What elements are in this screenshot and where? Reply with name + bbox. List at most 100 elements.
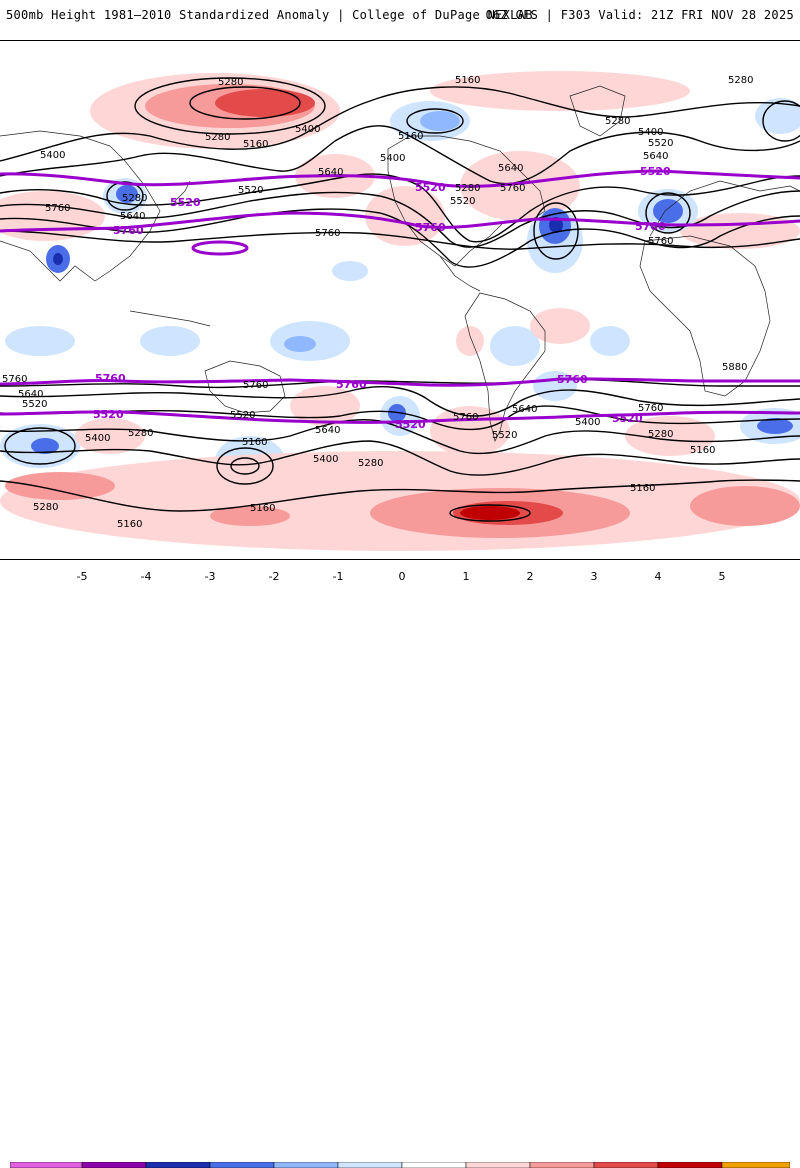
scale-tick-label: -4	[140, 570, 152, 583]
colorbar-segment	[337, 1162, 403, 1168]
scale-tick-label: 5	[718, 570, 726, 583]
label-5520-sh-4: 5520	[492, 430, 517, 441]
label-5400-atlantic: 5400	[638, 127, 663, 138]
label-5760-asia: 5760	[45, 203, 70, 214]
anomaly-pos-antarctic-6	[690, 486, 800, 526]
contour-low-ne-eurasia	[762, 100, 800, 142]
label-5760-sh-2: 5760	[243, 380, 268, 391]
contour-low-npac-inner	[189, 86, 301, 120]
map-header: 500mb Height 1981–2010 Standardized Anom…	[0, 0, 800, 30]
contour-5400-south	[0, 418, 800, 455]
label-5520-sh-west: 5520	[22, 399, 47, 410]
anomaly-neg-eastus-max	[549, 217, 563, 233]
label-5520-sh-2: 5520	[230, 410, 255, 421]
hl-5760-asia: 5760	[113, 224, 144, 237]
highlight-5520-south	[0, 410, 800, 424]
anomaly-neg-atlantic-core	[653, 199, 683, 223]
anomaly-neg-tropics-6	[590, 326, 630, 356]
contour-5280-south	[0, 440, 800, 476]
label-5760-npac: 5760	[315, 228, 340, 239]
anomaly-neg-tropics-4	[5, 326, 75, 356]
highlight-5760-north	[0, 211, 800, 233]
anomaly-neg-siberia-core	[116, 185, 138, 203]
label-5280-sh-5: 5280	[648, 429, 673, 440]
coastline-africa	[639, 235, 771, 397]
highlight-labels: 5520 5520 5520 5760 5760 5760 5760 5760 …	[93, 165, 671, 431]
scale-tick-label: -1	[332, 570, 344, 583]
label-5760-sh-4: 5760	[453, 412, 478, 423]
label-5520-npac: 5520	[238, 185, 263, 196]
label-5640-sh-3: 5640	[315, 425, 340, 436]
colorbar-segment	[81, 1162, 147, 1168]
coastline-europe	[649, 180, 800, 237]
label-5160-sh-2: 5160	[242, 437, 267, 448]
anomaly-neg-india-max	[53, 253, 63, 265]
scale-tick-label: 1	[462, 570, 470, 583]
contour-low-sh-2	[216, 447, 274, 485]
height-contours	[0, 77, 800, 522]
hl-5520-us: 5520	[415, 181, 446, 194]
highlight-5520-north	[0, 169, 800, 188]
label-5280-ne: 5280	[728, 75, 753, 86]
anomaly-pos-sh-3	[625, 416, 715, 456]
anomaly-pos-tropics-2	[456, 326, 484, 356]
label-5640-atlantic: 5640	[643, 151, 668, 162]
label-5760-sh-west: 5760	[2, 374, 27, 385]
highlight-contours	[0, 169, 800, 424]
label-5400-sh-3: 5400	[313, 454, 338, 465]
label-5400-npac: 5400	[295, 124, 320, 135]
label-5640-npac: 5640	[318, 167, 343, 178]
anomaly-pos-antarctic-5	[5, 472, 115, 500]
label-5160-sh-5: 5160	[690, 445, 715, 456]
contour-labels: 5280 5160 5280 5280 5400 5520 5640 5280 …	[2, 75, 753, 530]
label-5640-canada: 5640	[498, 163, 523, 174]
hl-5520-atl: 5520	[640, 165, 671, 178]
scale-tick-label: -2	[268, 570, 280, 583]
anomaly-pos-westus	[365, 186, 445, 246]
hl-5760-sh-2: 5760	[336, 378, 367, 391]
highlight-5760-south	[0, 377, 800, 387]
anomaly-pos-sh-4	[75, 418, 145, 454]
scale-tick-label: -5	[76, 570, 88, 583]
contour-5400-north	[0, 173, 800, 243]
hl-5760-atl: 5760	[635, 220, 666, 233]
contour-low-atlantic	[645, 192, 691, 234]
contour-low-alaska	[406, 108, 464, 134]
colorbar-segment	[10, 1162, 83, 1168]
anomaly-pos-tropics-1	[530, 308, 590, 344]
label-5160-npac: 5160	[243, 139, 268, 150]
contour-low-sh-2-inner	[230, 457, 260, 475]
hl-5760-sh-3: 5760	[557, 373, 588, 386]
anomaly-neg-ne-eurasia	[755, 98, 800, 134]
anomaly-pos-antarctic-4	[460, 506, 520, 520]
anomaly-neg-sh-1-core	[31, 438, 59, 454]
contour-low-siberia	[106, 181, 144, 211]
contour-5160-south	[0, 479, 800, 512]
label-5160-alaska: 5160	[398, 131, 423, 142]
contour-5640-south	[0, 386, 800, 417]
label-5640-sh-4: 5640	[512, 404, 537, 415]
label-5760-canada: 5760	[500, 183, 525, 194]
anomaly-neg-alaska-core	[420, 111, 460, 131]
model-run-info: 06Z GFS | F303 Valid: 21Z FRI NOV 28 202…	[485, 8, 794, 22]
label-5400-sh-1: 5400	[85, 433, 110, 444]
label-5280-sh-6: 5280	[33, 502, 58, 513]
anomaly-neg-tropics-5	[490, 326, 540, 366]
colorbar-segment	[465, 1162, 531, 1168]
hl-5760-sh-1: 5760	[95, 372, 126, 385]
contour-5640-north	[0, 208, 800, 268]
anomaly-pos-eurasia	[680, 213, 800, 249]
anomaly-neg-tropics-7	[332, 261, 368, 281]
scale-tick-label: 3	[590, 570, 598, 583]
label-5160-arctic: 5160	[455, 75, 480, 86]
contour-5160-north	[0, 86, 800, 162]
scale-tick-label: 2	[526, 570, 534, 583]
anomaly-map: 5280 5160 5280 5280 5400 5520 5640 5280 …	[0, 40, 800, 560]
label-5280-sh-1: 5280	[128, 428, 153, 439]
colorbar-segment	[273, 1162, 339, 1168]
colorbar-segment	[529, 1162, 595, 1168]
label-5760-atlantic: 5760	[648, 236, 673, 247]
scale-tick-label: -3	[204, 570, 216, 583]
label-5280-siberia: 5280	[122, 193, 147, 204]
contour-low-sh-1	[4, 427, 76, 465]
